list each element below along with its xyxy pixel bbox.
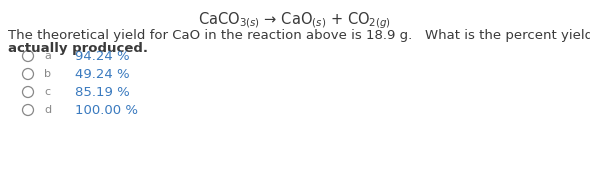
- Text: CaCO$_{3(s)}$ → CaO$_{(s)}$ + CO$_{2(g)}$: CaCO$_{3(s)}$ → CaO$_{(s)}$ + CO$_{2(g)}…: [198, 10, 392, 31]
- Text: c: c: [44, 87, 50, 97]
- Text: The theoretical yield for CaO in the reaction above is 18.9 g.   What is the per: The theoretical yield for CaO in the rea…: [8, 29, 590, 42]
- Text: 94.24 %: 94.24 %: [75, 49, 130, 62]
- Text: d: d: [44, 105, 51, 115]
- Text: 100.00 %: 100.00 %: [75, 104, 138, 117]
- Text: a: a: [44, 51, 51, 61]
- Text: 49.24 %: 49.24 %: [75, 67, 130, 80]
- Text: 85.19 %: 85.19 %: [75, 86, 130, 99]
- Text: b: b: [44, 69, 51, 79]
- Text: actually produced.: actually produced.: [8, 42, 148, 55]
